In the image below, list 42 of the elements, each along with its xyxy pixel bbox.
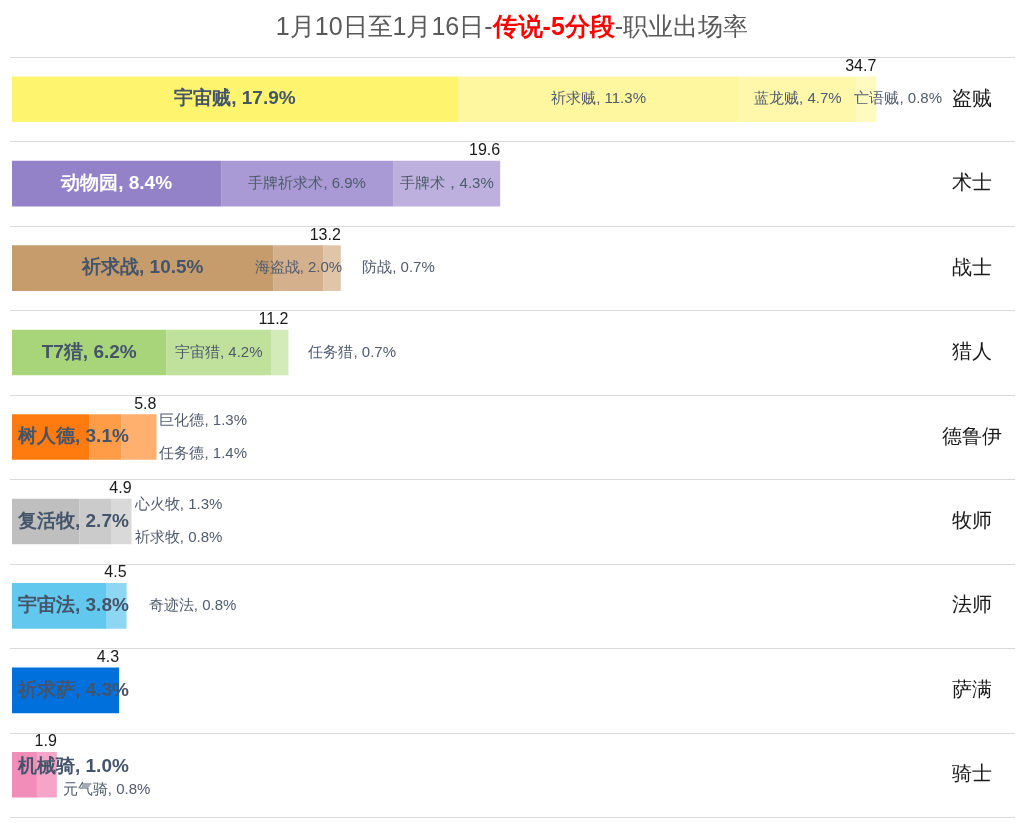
y-tick-label: 骑士 bbox=[952, 762, 992, 785]
data-label: 蓝龙贼, 4.7% bbox=[754, 89, 842, 107]
data-label: 复活牧, 2.7% bbox=[17, 509, 129, 531]
data-label: 手牌术，4.3% bbox=[399, 173, 494, 191]
total-label: 1.9 bbox=[34, 732, 57, 750]
y-tick-label: 术士 bbox=[952, 171, 992, 194]
total-label: 4.3 bbox=[96, 647, 120, 665]
data-label: 防战, 0.7% bbox=[362, 258, 435, 276]
data-label: 宇宙猎, 4.2% bbox=[174, 342, 263, 360]
y-tick-label: 盗贼 bbox=[952, 86, 992, 109]
data-label: 树人德, 3.1% bbox=[17, 425, 129, 447]
data-label: 祈求贼, 11.3% bbox=[551, 89, 646, 107]
data-label: 巨化德, 1.3% bbox=[159, 410, 247, 428]
data-label: 动物园, 8.4% bbox=[60, 171, 173, 193]
bar bbox=[12, 76, 458, 123]
chart-title: 1月10日至1月16日-传说-5分段-职业出场率 bbox=[275, 12, 749, 40]
y-tick-label: 德鲁伊 bbox=[942, 424, 1002, 447]
total-label: 13.2 bbox=[309, 225, 341, 243]
y-tick-label: 猎人 bbox=[952, 340, 992, 363]
total-label: 4.9 bbox=[109, 479, 132, 497]
data-label: 任务猎, 0.7% bbox=[307, 342, 397, 360]
data-label: 祈求战, 10.5% bbox=[81, 256, 204, 278]
data-label: T7猎, 6.2% bbox=[41, 340, 137, 362]
data-label: 手牌祈求术, 6.9% bbox=[248, 173, 366, 191]
data-label: 祈求牧, 0.8% bbox=[134, 528, 223, 546]
data-label: 机械骑, 1.0% bbox=[17, 755, 129, 777]
total-label: 11.2 bbox=[258, 310, 289, 328]
data-label: 心火牧, 1.3% bbox=[133, 495, 223, 513]
data-label: 任务德, 1.4% bbox=[158, 443, 247, 461]
y-tick-label: 牧师 bbox=[952, 508, 992, 531]
data-label: 奇迹法, 0.8% bbox=[148, 596, 237, 614]
total-label: 5.8 bbox=[134, 394, 157, 412]
data-label: 元气骑, 0.8% bbox=[62, 779, 151, 797]
total-label: 19.6 bbox=[469, 141, 501, 159]
total-label: 34.7 bbox=[845, 56, 877, 74]
y-tick-label: 战士 bbox=[952, 255, 992, 278]
data-label: 亡语贼, 0.8% bbox=[854, 89, 943, 107]
bar bbox=[271, 329, 289, 376]
data-label: 宇宙贼, 17.9% bbox=[174, 87, 296, 109]
y-tick-label: 萨满 bbox=[952, 677, 992, 700]
y-tick-label: 法师 bbox=[952, 593, 992, 616]
total-label: 4.5 bbox=[104, 563, 127, 581]
